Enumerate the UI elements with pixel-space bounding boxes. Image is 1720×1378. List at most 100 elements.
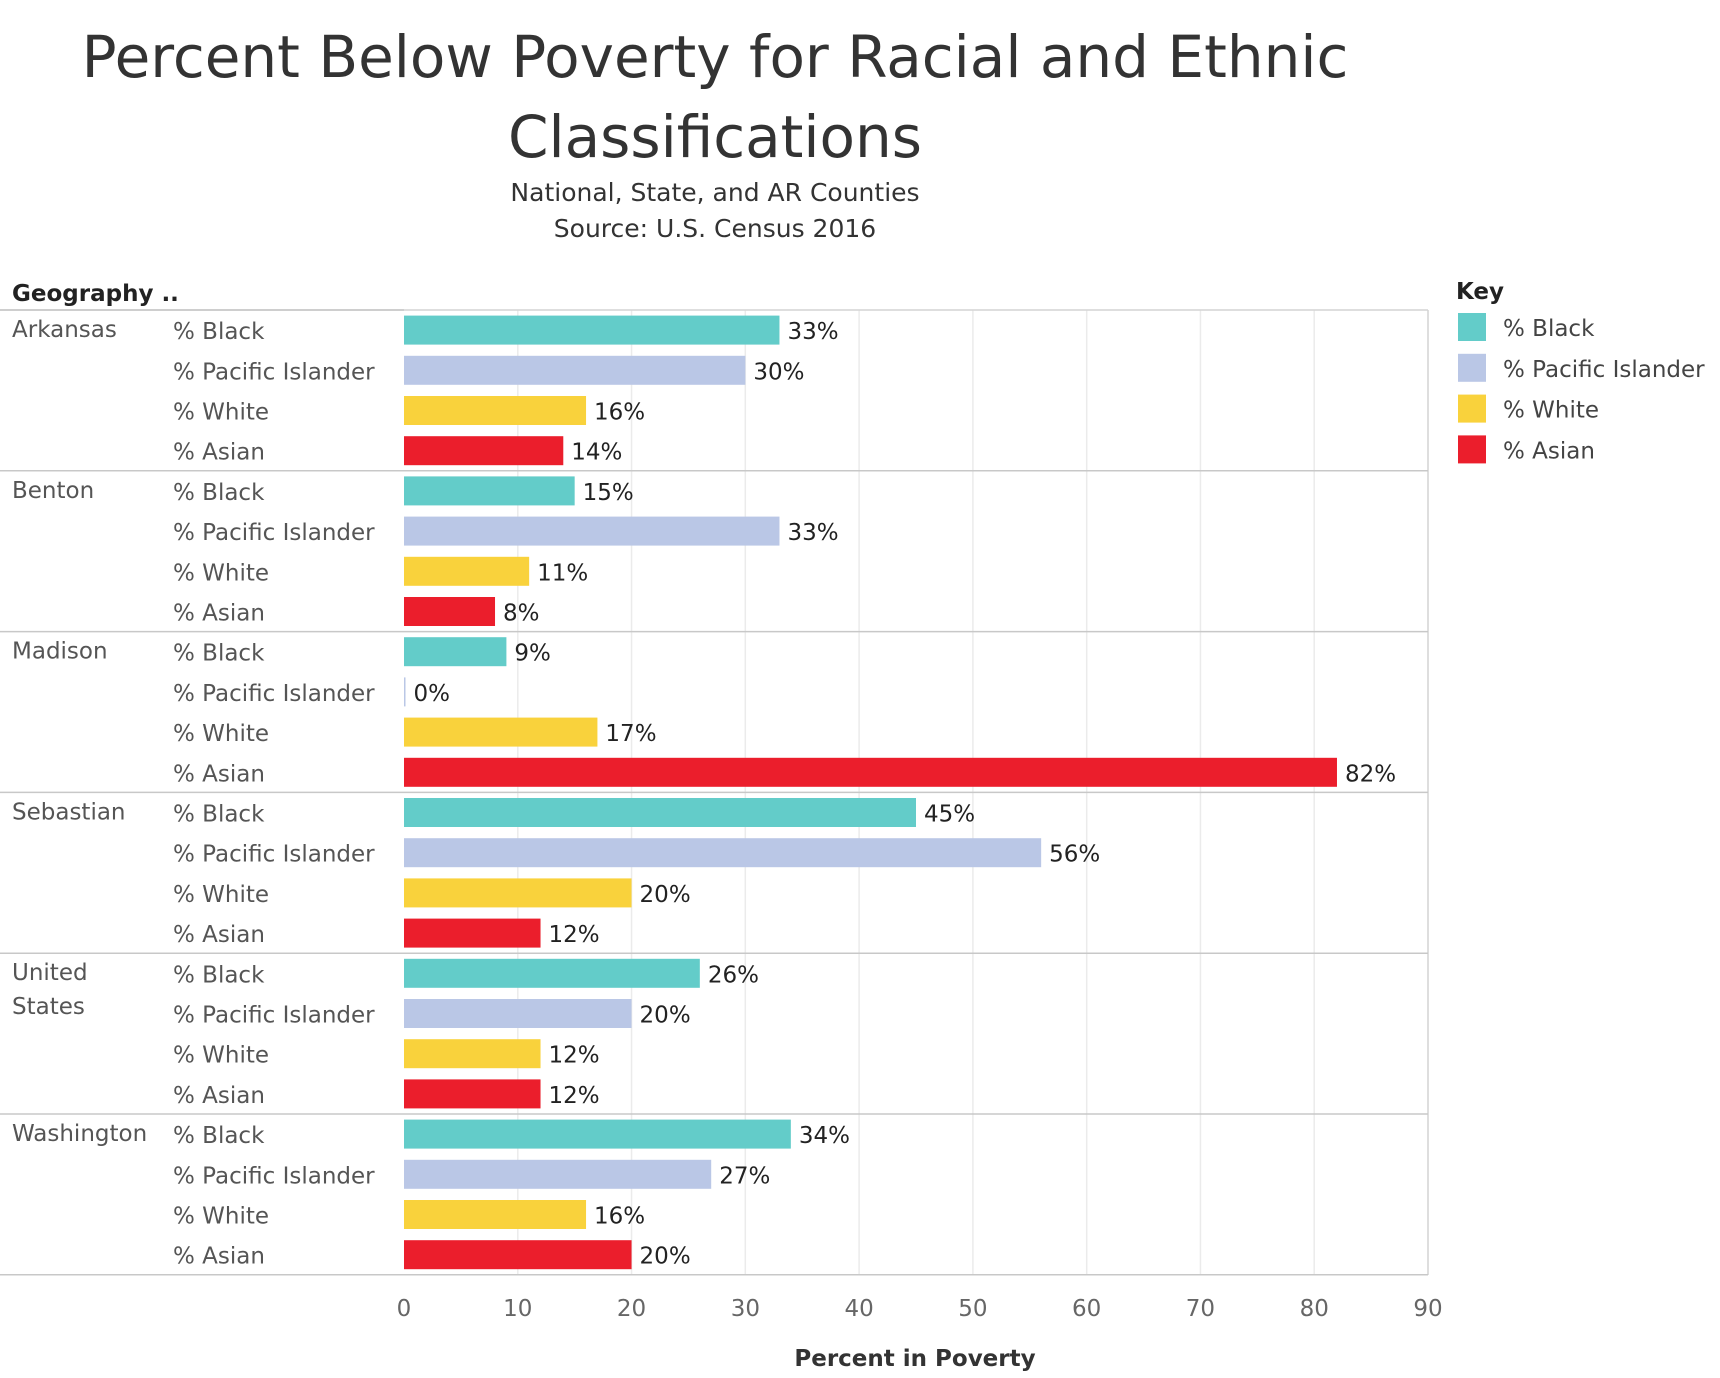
value-labels: 33% 30% 16% 14% 15% 33% 11% 8% 9% 0% 17% 82% 45% 56% 2… xyxy=(414,319,1397,1270)
x-tick-label: 90 xyxy=(1413,1296,1442,1322)
geography-label: States xyxy=(12,994,85,1020)
bar xyxy=(404,878,632,908)
bar xyxy=(404,436,564,466)
category-label: % Black xyxy=(173,802,265,828)
value-label: 9% xyxy=(514,641,551,667)
value-label: 14% xyxy=(571,440,622,466)
row-header-geography: Geography .. xyxy=(12,281,179,307)
bar xyxy=(404,1079,541,1109)
value-label: 12% xyxy=(549,1083,600,1109)
category-label: % Black xyxy=(173,480,265,506)
value-label: 16% xyxy=(594,400,645,426)
row-labels: Arkansas % Black % Pacific Islander % White… xyxy=(12,317,375,1270)
legend-swatch xyxy=(1458,353,1486,382)
bar xyxy=(404,838,1042,868)
category-label: % Pacific Islander xyxy=(173,1163,375,1189)
category-label: % Asian xyxy=(173,601,265,627)
chart-title-line2: Classifications xyxy=(508,103,922,171)
bar xyxy=(404,717,598,747)
category-label: % White xyxy=(173,560,269,586)
x-tick-label: 10 xyxy=(503,1296,532,1322)
legend-title: Key xyxy=(1456,279,1504,305)
bar xyxy=(404,315,780,345)
category-label: % White xyxy=(173,1204,269,1230)
value-label: 30% xyxy=(753,359,804,385)
bar xyxy=(404,958,700,988)
bar xyxy=(404,556,530,586)
x-tick-label: 80 xyxy=(1300,1296,1329,1322)
bars xyxy=(404,315,1337,1270)
value-label: 33% xyxy=(787,520,838,546)
category-label: % Black xyxy=(173,319,265,345)
bar xyxy=(404,396,587,425)
geography-label: Washington xyxy=(12,1121,147,1147)
value-label: 17% xyxy=(605,721,656,747)
value-label: 15% xyxy=(583,480,634,506)
legend-label: % Pacific Islander xyxy=(1503,357,1705,383)
chart-subtitle-line2: Source: U.S. Census 2016 xyxy=(554,214,876,243)
bar xyxy=(404,1039,541,1069)
category-label: % Asian xyxy=(173,1244,265,1270)
category-label: % Black xyxy=(173,641,265,667)
legend-label: % Black xyxy=(1503,316,1595,342)
legend-swatch xyxy=(1458,394,1486,423)
bar xyxy=(404,1240,632,1270)
bar xyxy=(404,757,1337,787)
x-tick-label: 40 xyxy=(844,1296,873,1322)
category-label: % Black xyxy=(173,962,265,988)
bar xyxy=(404,516,780,546)
bar xyxy=(404,476,575,506)
geography-label: Sebastian xyxy=(12,799,126,825)
value-label: 0% xyxy=(414,681,451,707)
bar xyxy=(404,798,916,827)
bar xyxy=(404,1159,712,1189)
geography-label: Benton xyxy=(12,478,94,504)
value-label: 20% xyxy=(640,882,691,908)
value-label: 34% xyxy=(799,1123,850,1149)
chart-subtitle-line1: National, State, and AR Counties xyxy=(510,178,919,207)
value-label: 26% xyxy=(708,962,759,988)
category-label: % Asian xyxy=(173,1083,265,1109)
value-label: 8% xyxy=(503,601,540,627)
value-label: 11% xyxy=(537,560,588,586)
geography-label: Madison xyxy=(12,639,108,665)
category-label: % Asian xyxy=(173,922,265,948)
value-label: 12% xyxy=(549,1043,600,1069)
bar xyxy=(404,918,541,948)
legend: Key % Black % Pacific Islander % White % As… xyxy=(1456,279,1705,464)
x-tick-label: 0 xyxy=(397,1296,412,1322)
legend-swatch xyxy=(1458,435,1486,464)
category-label: % White xyxy=(173,1043,269,1069)
value-label: 27% xyxy=(719,1163,770,1189)
category-label: % Pacific Islander xyxy=(173,520,375,546)
x-tick-label: 30 xyxy=(731,1296,760,1322)
value-label: 82% xyxy=(1345,761,1396,787)
group-separators xyxy=(0,309,1429,1276)
legend-swatch xyxy=(1458,313,1486,341)
bar xyxy=(404,1119,791,1149)
geography-label: Arkansas xyxy=(12,317,117,343)
category-label: % Pacific Islander xyxy=(173,681,375,707)
x-axis-title: Percent in Poverty xyxy=(794,1346,1035,1372)
value-label: 45% xyxy=(924,802,975,828)
category-label: % White xyxy=(173,400,269,426)
value-label: 20% xyxy=(640,1003,691,1029)
x-tick-label: 60 xyxy=(1072,1296,1101,1322)
x-tick-label: 20 xyxy=(617,1296,646,1322)
x-tick-label: 70 xyxy=(1186,1296,1215,1322)
category-label: % Asian xyxy=(173,761,265,787)
bar xyxy=(404,999,632,1028)
category-label: % Pacific Islander xyxy=(173,359,375,385)
value-label: 12% xyxy=(549,922,600,948)
legend-label: % Asian xyxy=(1503,438,1595,464)
category-label: % Pacific Islander xyxy=(173,1003,375,1029)
category-label: % White xyxy=(173,721,269,747)
x-tick-label: 50 xyxy=(958,1296,987,1322)
geography-label: United xyxy=(12,960,88,986)
category-label: % Pacific Islander xyxy=(173,842,375,868)
chart-title-line1: Percent Below Poverty for Racial and Eth… xyxy=(82,23,1349,91)
category-label: % Black xyxy=(173,1123,265,1149)
bar xyxy=(404,597,496,626)
bar xyxy=(404,355,746,385)
